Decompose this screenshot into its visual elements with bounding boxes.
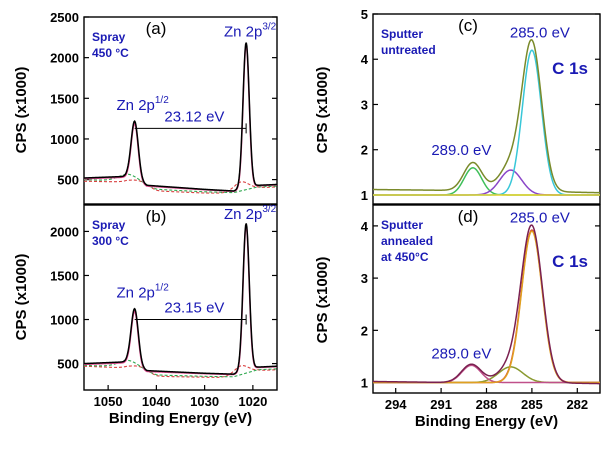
- condition-note: annealed: [381, 234, 433, 248]
- y-tick-label: 1000: [50, 132, 79, 147]
- panel-label: (d): [458, 207, 479, 226]
- peak-label: Zn 2p1/2: [117, 282, 170, 301]
- plot-frame: [83, 204, 278, 391]
- y-tick-label: 3: [361, 97, 368, 112]
- y-tick-label: 1500: [50, 91, 79, 106]
- peak-label-sup: 1/2: [155, 282, 169, 293]
- y-axis-label: CPS (x1000): [13, 67, 30, 154]
- separation-label: 23.15 eV: [164, 300, 224, 317]
- condition-note: Sputter: [381, 218, 423, 232]
- x-tick-label: 1030: [190, 394, 219, 409]
- peak-label: 289.0 eV: [431, 345, 491, 362]
- peak-label-sup: 3/2: [262, 22, 276, 33]
- plot-area: [373, 38, 600, 196]
- peak-label-name: Zn 2p: [117, 97, 155, 114]
- x-tick-label: 1040: [142, 394, 171, 409]
- panel-label: (b): [146, 207, 167, 226]
- series-line: [84, 365, 277, 378]
- y-tick-label: 1: [361, 188, 368, 203]
- y-axis-label: CPS (x1000): [314, 257, 331, 344]
- series-line: [373, 167, 600, 196]
- peak-label-name: Zn 2p: [224, 24, 262, 41]
- x-axis-label: Binding Energy (eV): [109, 410, 252, 427]
- plot-area: [373, 224, 600, 385]
- x-tick-label: 291: [430, 397, 452, 412]
- y-tick-label: 500: [57, 173, 79, 188]
- plot-area: [84, 223, 277, 378]
- peak-label-name: Zn 2p: [117, 284, 155, 301]
- y-tick-label: 2000: [50, 51, 79, 66]
- series-line: [84, 42, 277, 192]
- panel-d: 1 2 3 4 294 291 288 285 282 Binding Energy (eV) (d…: [361, 204, 601, 430]
- x-tick-label: 282: [566, 397, 588, 412]
- condition-note: at 450°C: [381, 250, 429, 264]
- y-tick-label: 1500: [50, 268, 79, 283]
- y-tick-label: 4: [361, 219, 369, 234]
- peak-label-sup: 1/2: [155, 95, 169, 106]
- x-tick-label: 1020: [238, 394, 267, 409]
- condition-note: 450 °C: [92, 46, 129, 60]
- core-level-badge: C 1s: [552, 59, 588, 78]
- condition-note: Sputter: [381, 27, 423, 41]
- panel-label: (a): [146, 19, 167, 38]
- y-tick-label: 500: [57, 357, 79, 372]
- series-line: [373, 224, 600, 385]
- y-tick-label: 4: [361, 52, 369, 67]
- peak-label: 285.0 eV: [510, 210, 570, 227]
- y-axis-label: CPS (x1000): [314, 67, 331, 154]
- peak-label: Zn 2p1/2: [117, 95, 170, 114]
- x-tick-label: 288: [476, 397, 498, 412]
- peak-label: 285.0 eV: [510, 24, 570, 41]
- plot-frame: [83, 16, 278, 205]
- peak-label-name: Zn 2p: [224, 206, 262, 223]
- condition-note: untreated: [381, 43, 436, 57]
- peak-label: Zn 2p3/2: [224, 22, 277, 41]
- condition-note: Spray: [92, 218, 126, 232]
- series-line: [84, 223, 277, 375]
- y-tick-label: 3: [361, 271, 368, 286]
- panel-label: (c): [458, 16, 478, 35]
- series-line: [373, 38, 600, 194]
- y-tick-label: 2500: [50, 10, 79, 25]
- panel-c: 1 2 3 4 5 (c) Sputter untreated C 1s 285.0 eV 289.…: [361, 7, 601, 205]
- peak-label: 289.0 eV: [431, 142, 491, 159]
- series-line: [84, 179, 277, 194]
- y-tick-label: 2: [361, 323, 368, 338]
- y-tick-label: 1000: [50, 313, 79, 328]
- x-axis-label: Binding Energy (eV): [415, 413, 558, 430]
- peak-label-sup: 3/2: [262, 204, 276, 215]
- plot-frame: [372, 13, 601, 205]
- y-tick-label: 1: [361, 376, 368, 391]
- condition-note: Spray: [92, 30, 126, 44]
- y-tick-label: 5: [361, 7, 368, 22]
- y-tick-label: 2000: [50, 224, 79, 239]
- core-level-badge: C 1s: [552, 252, 588, 271]
- plot-area: [84, 42, 277, 194]
- y-axis-label: CPS (x1000): [13, 254, 30, 341]
- x-tick-label: 1050: [94, 394, 123, 409]
- condition-note: 300 °C: [92, 234, 129, 248]
- peak-label: Zn 2p3/2: [224, 204, 277, 223]
- y-tick-label: 2: [361, 143, 368, 158]
- x-tick-label: 285: [521, 397, 543, 412]
- x-tick-label: 294: [385, 397, 407, 412]
- separation-label: 23.12 eV: [164, 108, 224, 125]
